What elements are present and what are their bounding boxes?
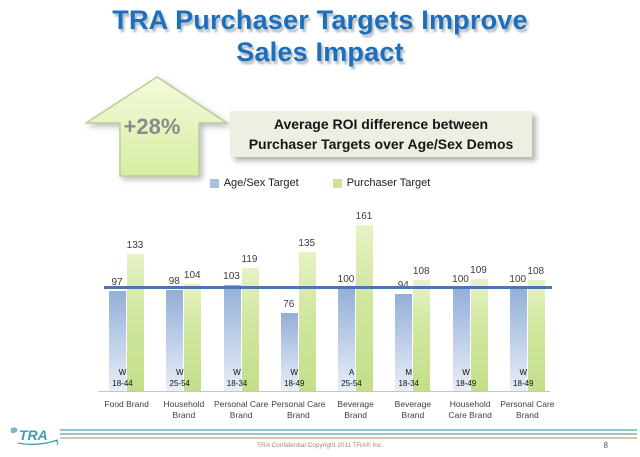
brand-label: Beverage Brand [394,399,432,421]
bar-value-label: 135 [298,238,316,249]
title-line-1: TRA Purchaser Targets Improve [112,5,528,35]
bar-value-label: 94 [386,280,420,291]
chart-legend: Age/Sex Target Purchaser Target [0,177,640,189]
brand-axis-labels: Food Brand Household Brand Personal Care Bra… [98,399,556,422]
purchaser-bar [470,279,488,391]
legend-label-agesex: Age/Sex Target [223,177,299,189]
legend-item-agesex: Age/Sex Target [209,177,299,189]
legend-label-purchaser: Purchaser Target [346,177,431,189]
bar-value-label: 108 [412,266,430,277]
demo-label: W 18-44 [112,367,133,388]
arrow-percentage-label: +28% [123,114,181,139]
chart-plot-area: 97 133 W 18-44 98 104 W 25-54 103 119 W 18-34 76 135 W… [98,196,556,391]
bar-chart: 97 133 W 18-44 98 104 W 25-54 103 119 W 18-34 76 135 W… [98,196,556,392]
demo-label: W 18-49 [513,367,534,388]
bar-value-label: 104 [183,270,201,281]
svg-text:TRA: TRA [19,427,48,443]
page-title: TRA Purchaser Targets Improve Sales Impa… [0,5,640,69]
purchaser-bar [241,268,259,391]
agesex-bar [338,288,355,391]
brand-label: Household Brand [163,399,205,421]
bar-group: 94 108 M18-34 [384,196,441,391]
tra-logo: TRA [6,424,64,455]
copyright-text: TRA Confidential Copyright 2011 TRA® Inc… [257,442,383,449]
bar-group: 98 104 W 25-54 [155,196,212,391]
bar-group: 100 161 A 25-54 [327,196,384,391]
legend-item-purchaser: Purchaser Target [332,177,431,189]
demo-label: W 18-49 [284,367,305,388]
title-line-2: Sales Impact [236,36,404,67]
bar-value-label: 133 [126,240,144,251]
bar-group: 97 133 W 18-44 [98,196,155,391]
agesex-bar [509,288,527,391]
demo-label: W 18-34 [226,367,248,388]
up-arrow-shape [83,76,230,177]
bar-value-label: 108 [527,266,545,277]
bar-value-label: 97 [111,277,123,288]
purchaser-bar [527,280,545,391]
page-number: 8 [603,441,608,450]
x-axis-line [98,391,550,392]
footer-divider-tan [60,437,637,439]
purchaser-bar [184,284,202,391]
brand-label: Personal Care Brand [500,399,555,421]
agesex-bar [109,291,126,391]
footer-divider-teal-2 [60,433,637,435]
bar-value-label: 76 [283,299,295,310]
bar-value-label: 98 [168,276,180,287]
demo-label: W 25-54 [169,367,190,388]
bar-group: 103 119 W 18-34 [213,196,270,391]
agesex-bar [166,290,184,391]
brand-label: Household Care Brand [448,399,492,421]
purchaser-swatch-icon [332,178,342,188]
brand-label: Personal Care Brand [271,399,326,421]
purchaser-bar [356,225,373,391]
bar-value-label: 100 [452,274,469,285]
brand-label: Food Brand [104,399,149,409]
up-arrow-icon [83,76,230,177]
agesex-bar [395,294,413,391]
bar-value-label: 109 [470,265,487,276]
reference-line-100 [104,286,552,289]
tra-logo-icon: TRA [10,427,59,446]
bar-group: 100 109 W 18-49 [442,196,499,391]
bar-value-label: 100 [337,274,355,285]
demo-label: A 25-54 [341,367,362,388]
bar-value-label: 100 [509,274,527,285]
footer-divider-teal-1 [60,429,637,431]
callout-line-1: Average ROI difference between [273,115,489,132]
demo-label: M 18-34 [398,367,419,388]
brand-label: Beverage Brand [337,399,374,421]
bar-group: 76 135 W 18-49 [270,196,327,391]
bar-value-label: 103 [223,271,240,282]
agesex-bar [223,285,241,391]
roi-callout-box: Average ROI difference between Purchaser… [230,111,532,157]
purchaser-bar [413,280,431,391]
demo-label: W 18-49 [455,367,477,388]
bar-value-label: 161 [355,211,373,222]
bar-value-label: 119 [241,254,258,265]
agesex-swatch-icon [209,178,219,188]
agesex-bar [452,288,470,391]
bar-group: 100 108 W 18-49 [499,196,556,391]
agesex-bar [280,313,298,391]
brand-label: Personal Care Brand [213,399,269,421]
callout-line-2: Purchaser Targets over Age/Sex Demos [248,136,514,152]
